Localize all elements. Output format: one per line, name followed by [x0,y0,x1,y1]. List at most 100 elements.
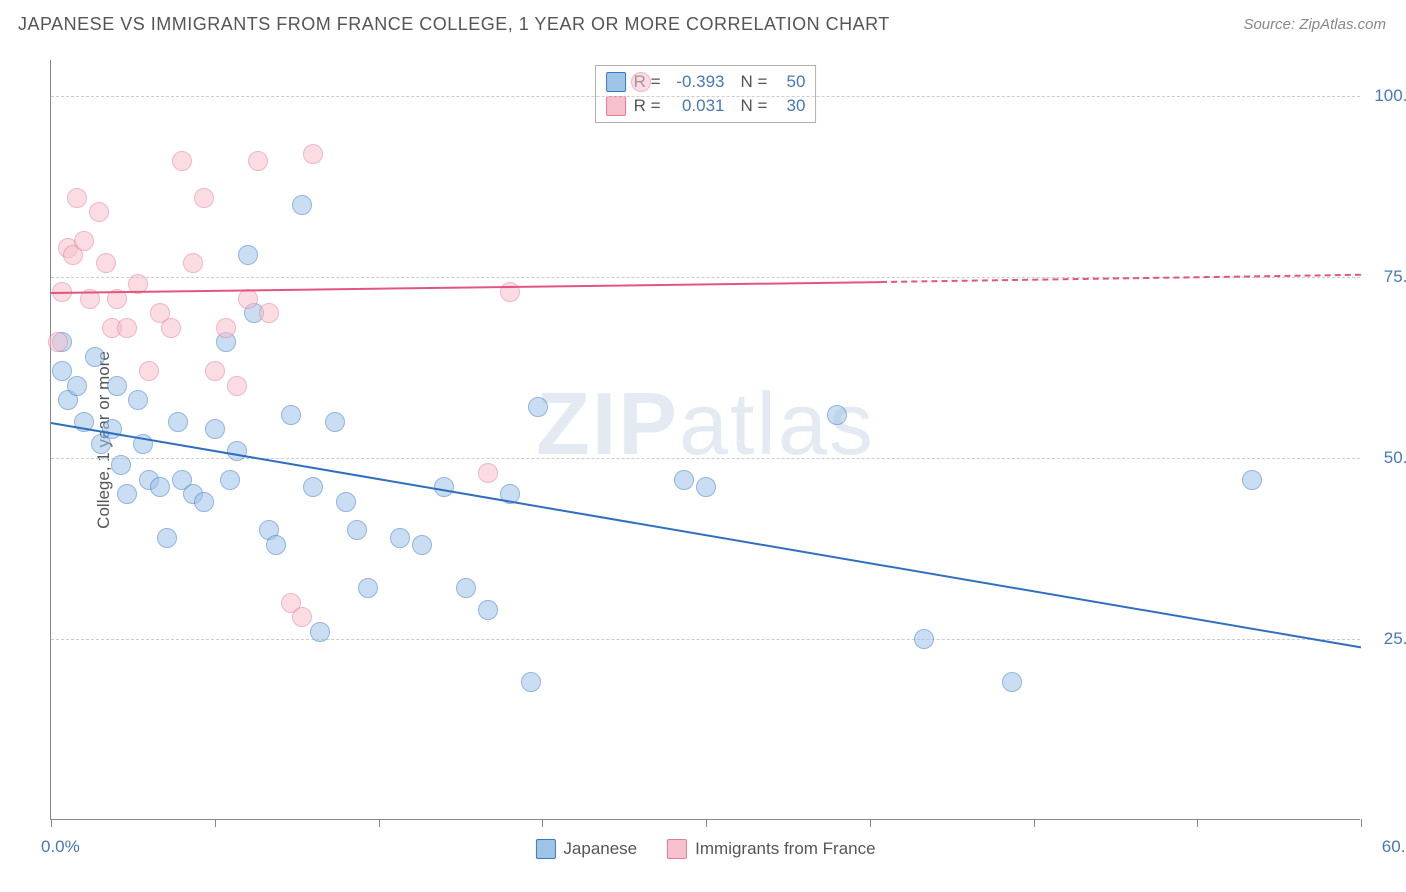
data-point [172,151,192,171]
data-point [292,195,312,215]
x-tick [706,819,707,827]
r-label: R = [634,96,661,116]
data-point [194,188,214,208]
data-point [528,397,548,417]
y-tick-label: 100.0% [1374,86,1406,106]
x-tick [542,819,543,827]
x-axis-max-label: 60.0% [1382,837,1406,857]
n-value: 30 [775,96,805,116]
x-tick [1361,819,1362,827]
data-point [325,412,345,432]
r-value: -0.393 [669,72,725,92]
data-point [303,477,323,497]
data-point [48,332,68,352]
n-value: 50 [775,72,805,92]
legend-swatch [606,72,626,92]
r-value: 0.031 [669,96,725,116]
data-point [631,72,651,92]
n-label: N = [741,96,768,116]
series-legend: Japanese Immigrants from France [535,839,875,859]
legend-label: Immigrants from France [695,839,875,859]
x-axis-min-label: 0.0% [41,837,80,857]
legend-swatch [535,839,555,859]
data-point [478,600,498,620]
stats-row: R = 0.031 N = 30 [606,94,806,118]
data-point [216,318,236,338]
data-point [521,672,541,692]
chart-title: JAPANESE VS IMMIGRANTS FROM FRANCE COLLE… [18,14,890,35]
data-point [89,202,109,222]
legend-item: Immigrants from France [667,839,875,859]
data-point [168,412,188,432]
data-point [102,419,122,439]
x-tick [379,819,380,827]
data-point [303,144,323,164]
data-point [150,477,170,497]
scatter-chart: College, 1 year or more ZIPatlas 0.0% 60… [50,60,1360,820]
data-point [128,390,148,410]
data-point [478,463,498,483]
data-point [412,535,432,555]
y-tick-label: 25.0% [1384,629,1406,649]
data-point [107,376,127,396]
data-point [434,477,454,497]
stats-legend: R = -0.393 N = 50 R = 0.031 N = 30 [595,65,817,123]
data-point [674,470,694,490]
legend-swatch [667,839,687,859]
legend-item: Japanese [535,839,637,859]
data-point [1242,470,1262,490]
data-point [259,303,279,323]
data-point [205,419,225,439]
y-tick-label: 50.0% [1384,448,1406,468]
trendline [51,281,881,294]
data-point [117,318,137,338]
x-tick [215,819,216,827]
data-point [139,361,159,381]
data-point [205,361,225,381]
data-point [67,188,87,208]
data-point [310,622,330,642]
data-point [157,528,177,548]
watermark: ZIPatlas [536,373,875,475]
data-point [500,282,520,302]
data-point [227,376,247,396]
trendline [51,422,1361,648]
x-tick [1034,819,1035,827]
data-point [183,253,203,273]
source-attribution: Source: ZipAtlas.com [1243,16,1386,33]
gridline [51,639,1360,640]
data-point [914,629,934,649]
data-point [456,578,476,598]
n-label: N = [741,72,768,92]
data-point [358,578,378,598]
data-point [227,441,247,461]
data-point [696,477,716,497]
data-point [281,405,301,425]
data-point [238,289,258,309]
chart-header: JAPANESE VS IMMIGRANTS FROM FRANCE COLLE… [0,0,1406,43]
data-point [1002,672,1022,692]
data-point [117,484,137,504]
data-point [194,492,214,512]
data-point [96,253,116,273]
data-point [248,151,268,171]
legend-swatch [606,96,626,116]
gridline [51,458,1360,459]
data-point [266,535,286,555]
data-point [74,231,94,251]
data-point [336,492,356,512]
x-tick [1197,819,1198,827]
data-point [220,470,240,490]
data-point [390,528,410,548]
data-point [67,376,87,396]
data-point [827,405,847,425]
data-point [292,607,312,627]
data-point [111,455,131,475]
gridline [51,96,1360,97]
data-point [347,520,367,540]
data-point [85,347,105,367]
data-point [161,318,181,338]
x-tick [51,819,52,827]
x-tick [870,819,871,827]
legend-label: Japanese [563,839,637,859]
